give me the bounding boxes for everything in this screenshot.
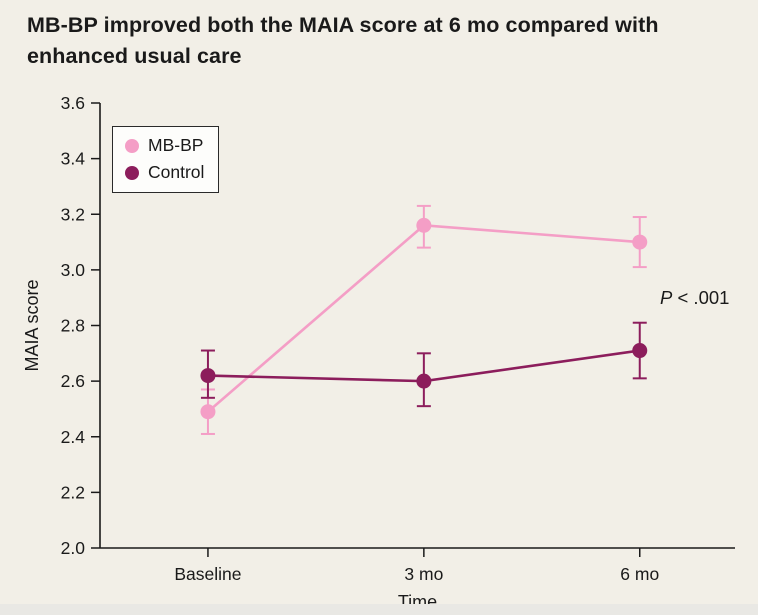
x-tick-label: Baseline <box>174 564 241 584</box>
p-value-text: < .001 <box>672 287 730 308</box>
y-tick-label: 2.0 <box>61 538 86 558</box>
y-tick-label: 2.2 <box>61 482 85 502</box>
legend-label-mbbp: MB-BP <box>148 135 204 155</box>
data-point <box>416 373 432 389</box>
y-tick-label: 2.6 <box>61 371 85 391</box>
data-point <box>200 368 216 384</box>
y-tick-label: 2.8 <box>61 316 85 336</box>
legend-label-control: Control <box>148 162 205 182</box>
series-control <box>200 321 648 408</box>
y-tick-label: 3.4 <box>61 149 86 169</box>
legend-item-control: Control <box>125 162 204 183</box>
data-point <box>632 234 648 250</box>
y-tick-label: 2.4 <box>61 427 86 447</box>
legend-item-mbbp: MB-BP <box>125 135 204 156</box>
y-tick-label: 3.6 <box>61 93 85 113</box>
y-axis-title: MAIA score <box>22 279 42 371</box>
y-tick-label: 3.0 <box>61 260 86 280</box>
figure-title: MB-BP improved both the MAIA score at 6 … <box>27 13 659 68</box>
x-tick-label: 3 mo <box>404 564 443 584</box>
x-tick-label: 6 mo <box>620 564 659 584</box>
data-point <box>632 343 648 359</box>
axes: 2.0 2.2 2.4 2.6 2.8 3.0 3.2 3.4 3.6 Baseline 3 mo 6… <box>22 93 735 612</box>
data-point <box>200 404 216 420</box>
footer-strip <box>0 604 758 615</box>
control-series-swatch <box>125 165 139 180</box>
legend: MB-BP Control <box>112 126 220 193</box>
series-mb-bp <box>200 204 648 435</box>
p-value-annotation: P < .001 <box>660 287 729 309</box>
mbbp-series-swatch <box>125 138 139 153</box>
data-point <box>416 217 432 233</box>
y-tick-label: 3.2 <box>61 204 85 224</box>
p-value-symbol: P <box>660 287 673 308</box>
